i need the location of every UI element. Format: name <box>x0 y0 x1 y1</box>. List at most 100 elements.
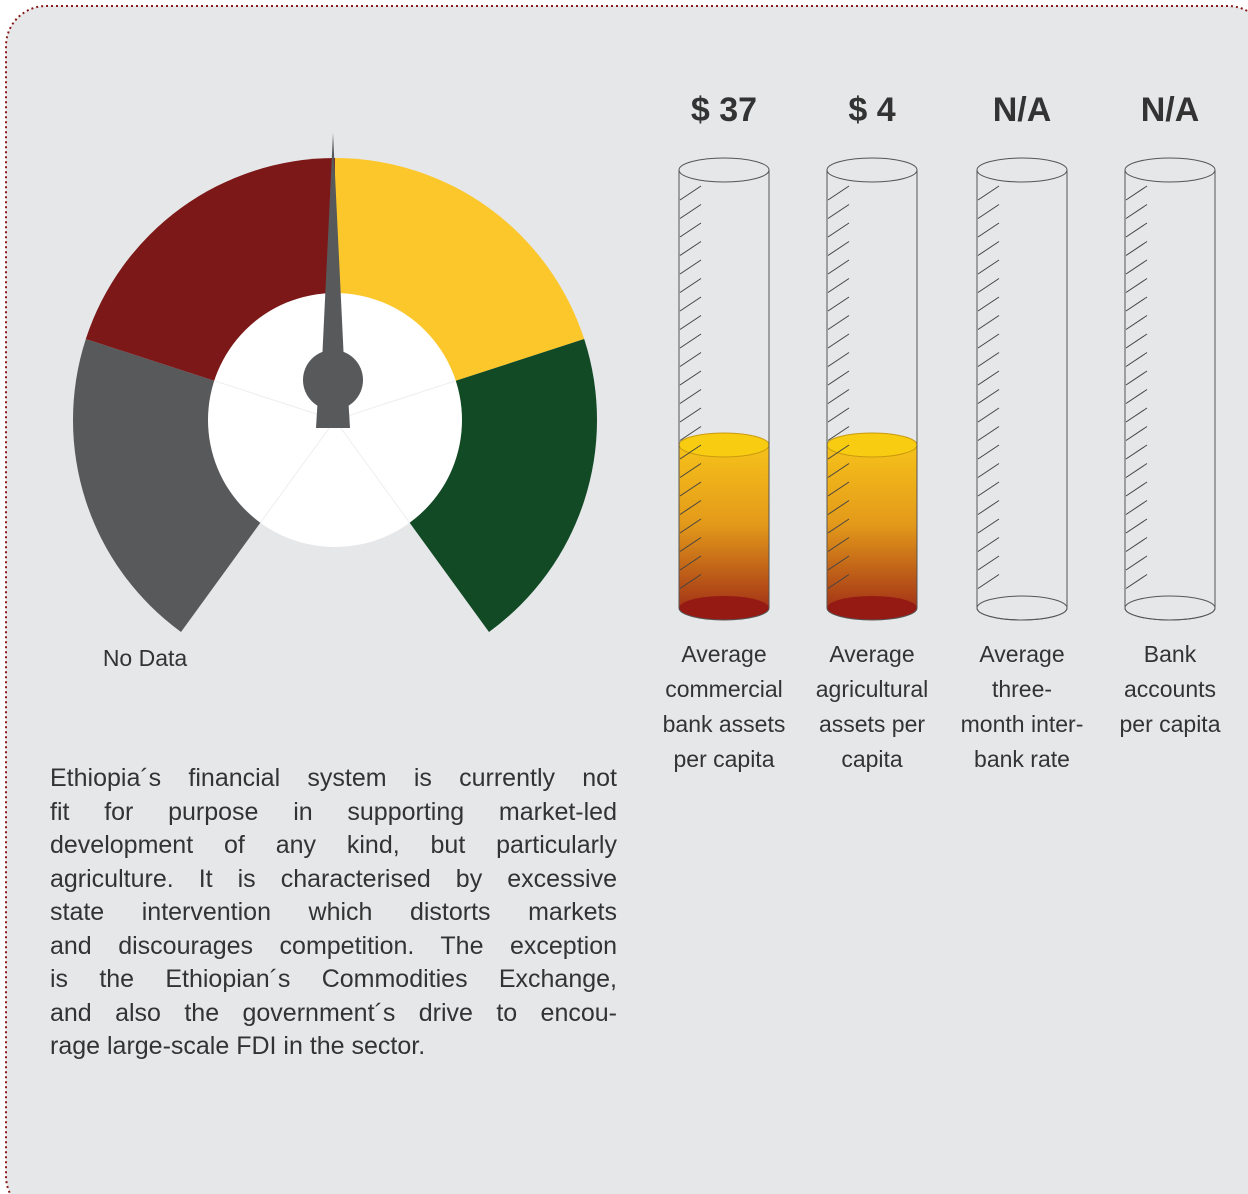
hatch <box>1125 407 1148 423</box>
hatch <box>679 204 702 219</box>
hatch <box>1125 278 1148 293</box>
liquid <box>679 445 769 620</box>
hatch <box>1125 444 1148 460</box>
hatch <box>827 185 850 201</box>
hatch <box>679 518 702 534</box>
hatch <box>679 555 702 571</box>
cylinder-label: assets per <box>819 711 925 737</box>
hatch <box>679 333 702 349</box>
paragraph-line: agriculture. It is characterised by exce… <box>50 864 617 893</box>
cylinder-body <box>826 170 918 621</box>
paragraph-line: Ethiopia´s financial system is currently… <box>50 764 617 792</box>
hatch <box>679 574 702 589</box>
hatch <box>679 296 702 312</box>
hatch <box>977 222 1000 238</box>
cylinder-label: Bank <box>1144 641 1197 667</box>
hatch <box>827 407 850 423</box>
hatch <box>679 426 702 441</box>
cylinder-label: month inter- <box>961 711 1084 737</box>
liquid-top <box>826 432 918 458</box>
hatch <box>827 389 850 404</box>
gauge-divider <box>259 419 336 524</box>
hatch <box>977 463 1000 478</box>
hatch <box>827 426 850 441</box>
hatch <box>977 352 1000 367</box>
liquid-bottom <box>679 596 769 620</box>
hatch <box>679 185 702 201</box>
hatch <box>679 222 702 238</box>
hatch <box>827 574 850 589</box>
hatch <box>977 296 1000 312</box>
hatch <box>977 370 1000 386</box>
hatch <box>827 259 850 275</box>
cylinder-label: accounts <box>1124 676 1216 702</box>
liquid <box>827 445 917 620</box>
hatch <box>827 444 850 460</box>
hatch <box>827 333 850 349</box>
hatch <box>977 241 1000 256</box>
cylinder-top <box>1124 157 1216 183</box>
hatch <box>679 352 702 367</box>
paragraph-line: rage large-scale FDI in the sector. <box>50 1032 426 1060</box>
hatch <box>679 500 702 515</box>
gauge-divider <box>334 419 411 524</box>
cylinder-label: per capita <box>673 746 774 772</box>
hatch <box>977 278 1000 293</box>
paragraph-line: and also the government´s drive to encou… <box>50 998 617 1027</box>
cylinder-label: capita <box>841 746 903 772</box>
cylinder-top <box>678 157 770 183</box>
hatch <box>679 537 702 552</box>
hatch <box>977 444 1000 460</box>
hatch <box>977 537 1000 552</box>
hatch <box>1125 463 1148 478</box>
hatch <box>827 481 850 497</box>
hatch <box>1125 426 1148 441</box>
hatch <box>827 204 850 219</box>
hatch <box>1125 185 1148 201</box>
hatch <box>827 463 850 478</box>
hatch <box>1125 315 1148 330</box>
cylinder-label: agricultural <box>816 676 929 702</box>
cylinders: $ 37 Average commercial bank assets per capi… <box>663 91 1221 772</box>
hatch <box>977 389 1000 404</box>
hatch <box>977 574 1000 589</box>
hatch <box>977 426 1000 441</box>
hatch <box>1125 481 1148 497</box>
hatch <box>827 352 850 367</box>
hatch <box>827 518 850 534</box>
hatch <box>679 481 702 497</box>
hatch <box>679 259 702 275</box>
cylinder-bottom <box>1124 595 1216 621</box>
hatch <box>679 241 702 256</box>
cylinder-label: bank rate <box>974 746 1070 772</box>
hatch <box>977 333 1000 349</box>
hatch <box>1125 389 1148 404</box>
hatch <box>1125 500 1148 515</box>
paragraph: Ethiopia´s financial system is currently… <box>50 762 617 1064</box>
hatch <box>827 370 850 386</box>
paragraph-line: fit for purpose in supporting market-led <box>50 797 617 826</box>
hatch <box>679 278 702 293</box>
cylinder-label: three- <box>992 676 1052 702</box>
cylinder-label: bank assets <box>663 711 786 737</box>
hatch <box>827 555 850 571</box>
cylinder-value: $ 4 <box>848 91 895 129</box>
cylinder-label: Average <box>681 641 766 667</box>
hatch <box>679 444 702 460</box>
hatch <box>1125 574 1148 589</box>
hatch <box>977 555 1000 571</box>
hatch <box>827 296 850 312</box>
cylinder-top <box>976 157 1068 183</box>
cylinder-label: Average <box>979 641 1064 667</box>
gauge-divider <box>334 380 456 421</box>
hatch <box>977 259 1000 275</box>
paragraph-line: state intervention which distorts market… <box>50 898 617 926</box>
hatch <box>977 500 1000 515</box>
cylinder-label: per capita <box>1119 711 1220 737</box>
hatch <box>679 407 702 423</box>
hatch <box>1125 537 1148 552</box>
hatch <box>977 407 1000 423</box>
hatch <box>1125 352 1148 367</box>
